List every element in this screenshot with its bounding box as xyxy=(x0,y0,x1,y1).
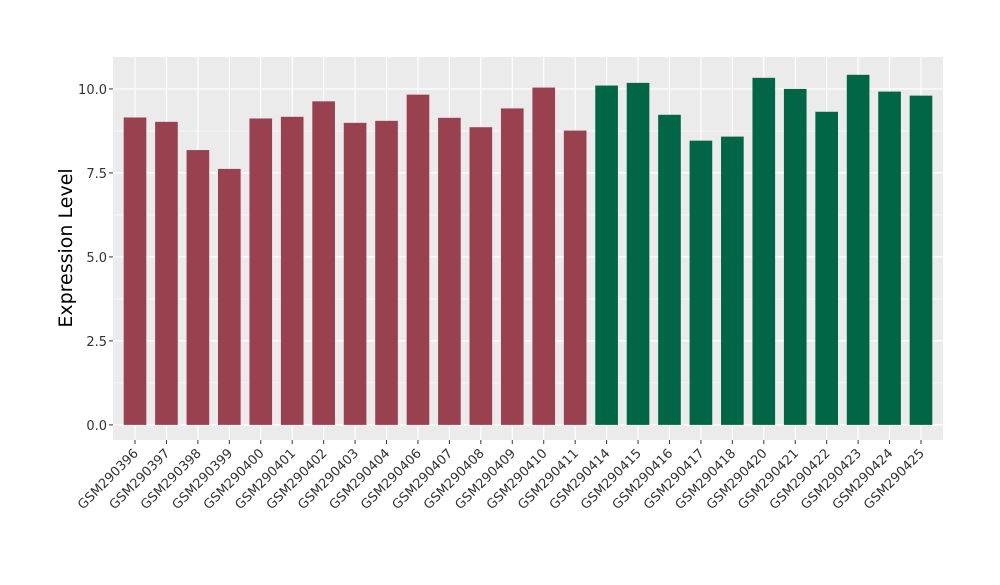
y-axis-label: Expression Level xyxy=(55,168,77,327)
bar-gsm290396 xyxy=(123,117,147,425)
bar-gsm290407 xyxy=(438,117,461,425)
bar-gsm290401 xyxy=(280,116,304,425)
bar-gsm290422 xyxy=(815,111,838,425)
y-axis: 0.0 2.5 5.0 7.5 10.0 xyxy=(78,83,113,434)
bar-gsm290398 xyxy=(186,150,210,425)
bar-gsm290425 xyxy=(909,95,933,425)
y-tick-label: 7.5 xyxy=(86,167,107,182)
bar-gsm290424 xyxy=(878,91,901,425)
bar-gsm290421 xyxy=(783,88,807,425)
bar-gsm290399 xyxy=(218,168,241,425)
bar-gsm290423 xyxy=(846,74,870,425)
y-tick-label: 0.0 xyxy=(86,419,107,434)
bar-gsm290403 xyxy=(343,122,367,425)
bar-gsm290402 xyxy=(312,101,335,425)
y-tick-label: 2.5 xyxy=(86,335,107,350)
y-tick-label: 5.0 xyxy=(86,251,107,266)
bar-gsm290400 xyxy=(249,118,273,425)
bar-gsm290417 xyxy=(689,140,713,425)
bar-gsm290406 xyxy=(406,94,430,425)
bar-gsm290409 xyxy=(500,108,524,425)
bar-gsm290404 xyxy=(375,120,398,425)
bar-gsm290418 xyxy=(721,136,744,425)
bar-gsm290408 xyxy=(469,127,493,425)
bars xyxy=(123,74,933,425)
bar-gsm290397 xyxy=(155,121,178,425)
y-tick-label: 10.0 xyxy=(78,83,107,98)
bar-gsm290414 xyxy=(595,85,618,425)
bar-gsm290411 xyxy=(563,130,587,425)
bar-gsm290410 xyxy=(532,87,556,425)
bar-gsm290415 xyxy=(626,82,650,425)
bar-gsm290420 xyxy=(752,77,776,425)
bar-gsm290416 xyxy=(658,114,681,425)
x-axis: GSM290396GSM290397GSM290398GSM290399GSM2… xyxy=(75,440,928,513)
